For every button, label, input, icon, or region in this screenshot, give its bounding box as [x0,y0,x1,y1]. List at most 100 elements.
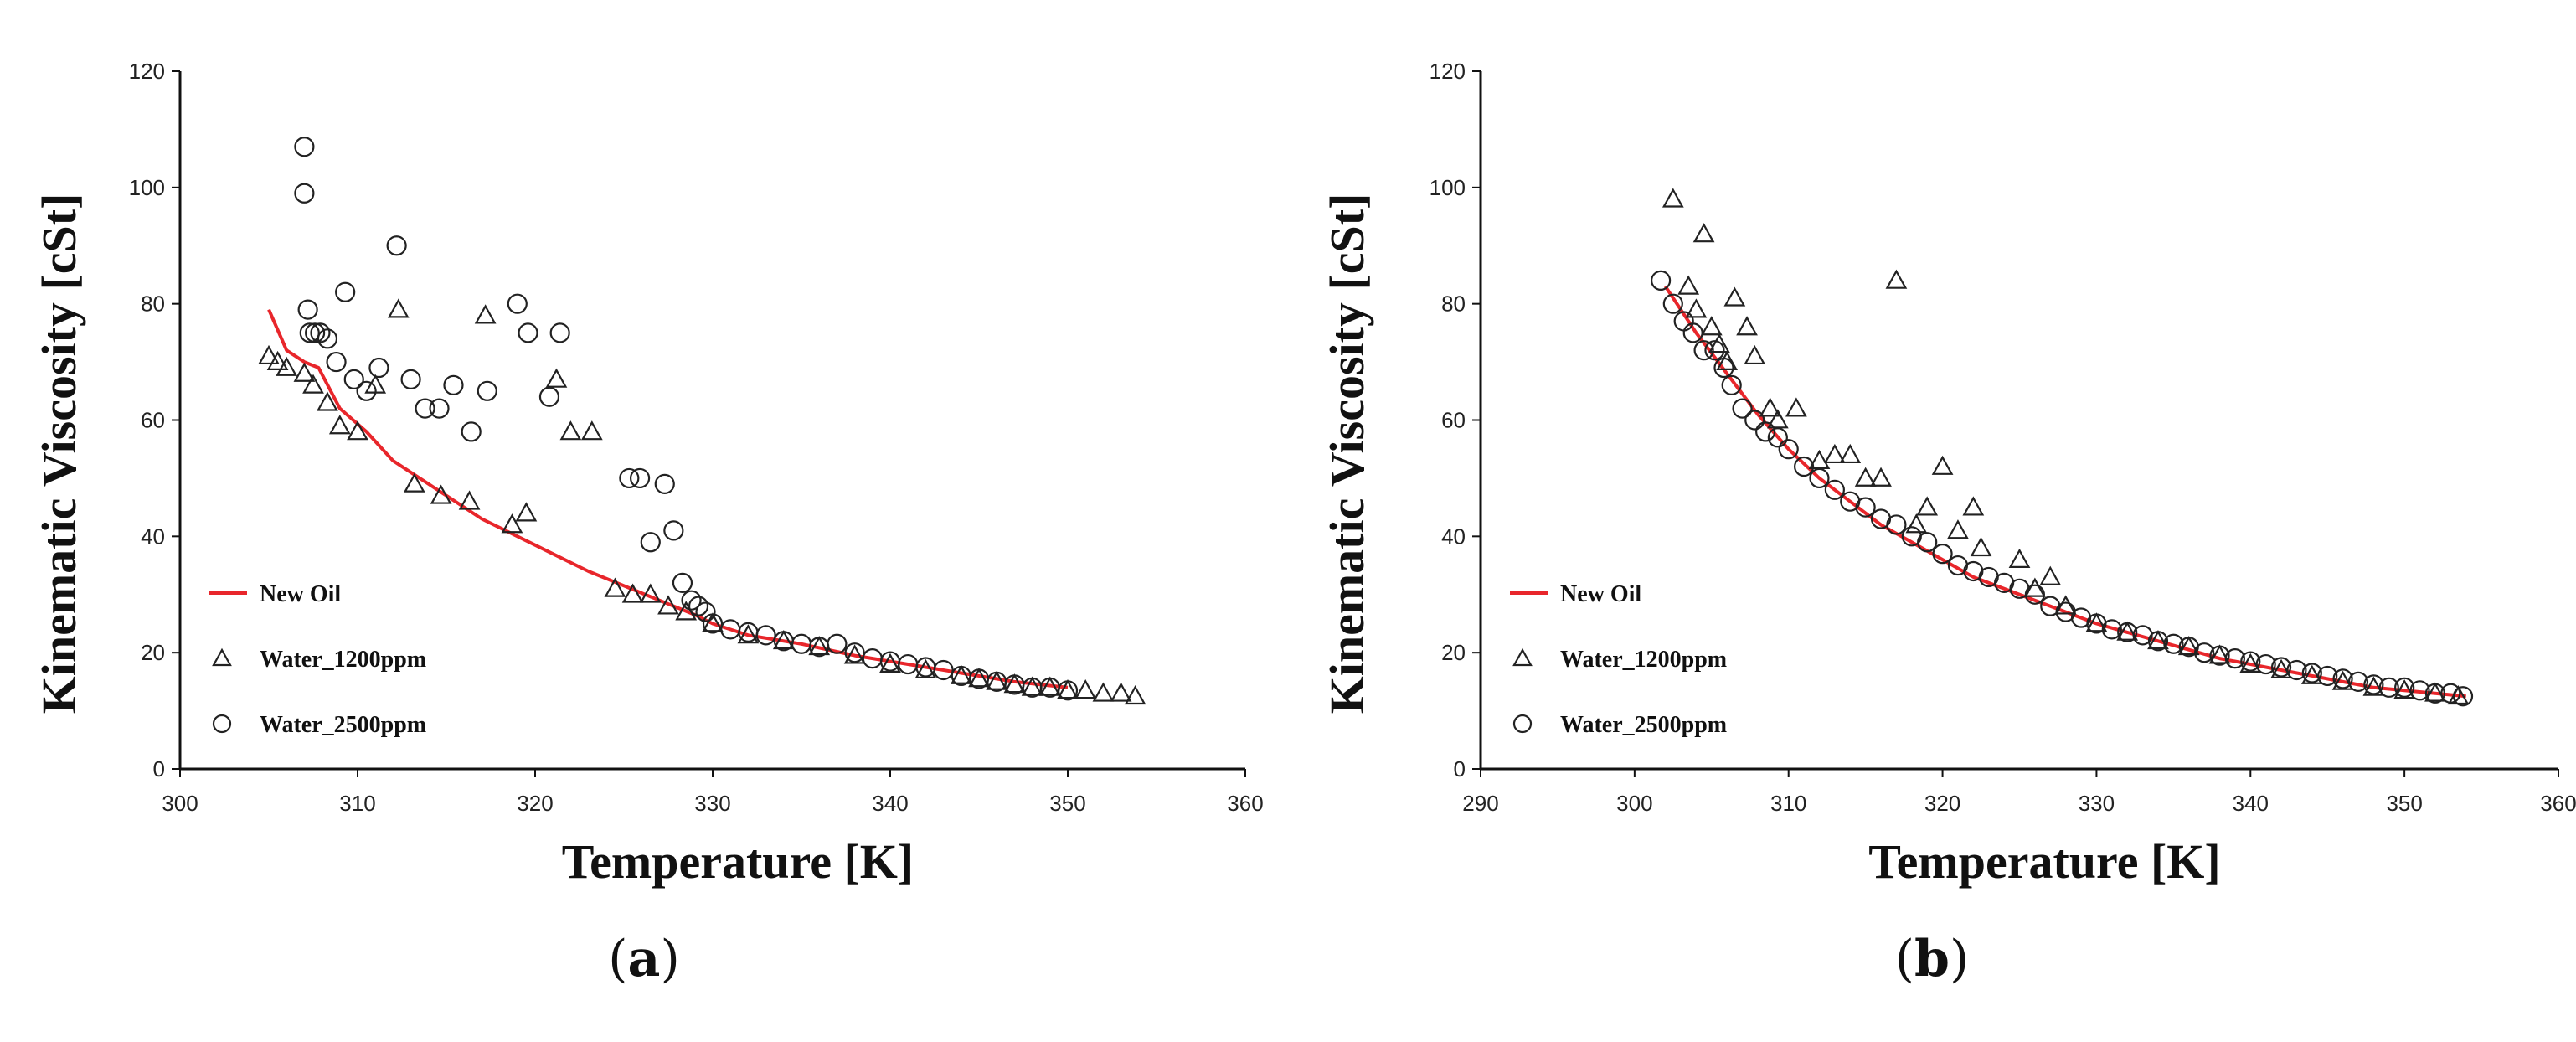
triangle-point [515,502,538,522]
legend-label: Water_1200ppm [260,647,426,673]
caption-b: (b) [1894,930,1970,988]
circle-point [2332,668,2353,689]
circle-point [2394,677,2415,698]
x-axis-title: Temperature [K] [562,834,914,889]
circle-point [549,322,570,343]
circle-point [2209,645,2230,666]
triangle-point [879,653,901,673]
x-tick-label: 350 [2386,791,2422,816]
circle-point [1778,439,1799,460]
circle-point [538,386,560,407]
chart-panel-b: 0 20 40 60 80 100 120 290 300 310 320 330 340 350 360 T… [1288,0,2576,1042]
circle-point [2163,633,2184,654]
y-tick-label: 60 [1441,408,1466,433]
legend-triangle-swatch [1512,647,1533,667]
triangle-point [2039,565,2062,585]
circle-point [702,613,724,634]
circle-point [386,235,407,256]
triangle-point [1744,344,1766,365]
x-tick-label: 330 [2079,791,2115,816]
triangle-point [2331,670,2354,690]
triangle-point [2147,630,2169,650]
triangle-point [545,368,568,388]
circle-point [1767,427,1788,448]
circle-point [681,590,702,611]
triangle-point [604,577,626,597]
x-tick-label: 310 [339,791,375,816]
triangle-point [293,362,316,382]
triangle-point [1074,679,1097,699]
triangle-point [1057,679,1079,699]
circle-point [640,532,661,553]
triangle-point [266,350,289,370]
triangle-point [968,668,990,688]
triangle-point [1839,443,1862,464]
x-tick-label: 290 [1462,791,1498,816]
triangle-point [1916,496,1939,516]
triangle-point [657,595,679,615]
circle-point [619,467,640,489]
circle-point [2301,663,2322,683]
circle-point [2440,683,2461,704]
x-tick-label: 320 [1924,791,1960,816]
x-tick-label: 360 [1227,791,1263,816]
circle-point [1932,544,1953,565]
circle-point [844,642,865,663]
circle-point [429,398,450,419]
y-tick-label: 80 [1441,291,1466,317]
circle-point [294,183,315,204]
circle-point [343,369,364,390]
circle-point [2452,686,2474,707]
triangle-point [1021,676,1043,696]
x-axis-title: Temperature [K] [1868,834,2220,889]
circle-point [461,421,482,442]
legend-circle-swatch [212,714,232,734]
circle-point [368,357,389,379]
legend-label: Water_2500ppm [1560,712,1727,738]
triangle-point [2424,682,2446,702]
circle-point [1917,532,1938,553]
triangle-point [580,420,603,441]
legend-label: Water_1200ppm [1560,647,1727,673]
y-tick-label: 40 [141,524,165,549]
circle-point [663,520,684,541]
triangle-point [302,374,324,394]
legend-triangle-swatch [212,647,232,667]
y-tick-label: 20 [141,640,165,665]
circle-point [477,380,497,401]
triangle-point [639,583,662,603]
triangle-point [808,635,831,656]
circle-point [2255,653,2276,675]
x-tick-label: 300 [162,791,198,816]
triangle-point [1092,682,1115,702]
circle-point [310,322,331,343]
circle-point [305,322,326,343]
triangle-point [1110,682,1132,702]
x-tick-label: 340 [872,791,908,816]
circle-point [2424,683,2446,704]
triangle-point [2116,621,2139,641]
y-tick-label: 20 [1441,640,1466,665]
legend-circle-swatch [1512,714,1533,734]
y-tick-label: 0 [1454,756,1466,782]
circle-point [1057,680,1079,701]
legend-label: Water_2500ppm [260,712,426,738]
circle-point [2286,659,2307,681]
circle-point [507,293,528,314]
triangle-point [621,583,644,603]
circle-point [518,322,538,343]
chart-b: 0 20 40 60 80 100 120 290 300 310 320 330 340 350 360 T… [1320,59,2576,889]
triangle-point [1716,350,1739,370]
chart-panel-a: 0 20 40 60 80 100 120 300 310 320 330 340 350 360 Temp… [32,59,1264,988]
circle-point [443,374,464,395]
y-tick-label: 60 [141,408,165,433]
circle-point [2240,651,2261,672]
triangle-point [559,420,582,441]
triangle-point [2177,635,2200,656]
x-tick-label: 310 [1770,791,1806,816]
x-tick-label: 330 [694,791,730,816]
triangle-point [2362,676,2385,696]
triangle-point [1854,467,1877,487]
triangle-point [986,670,1008,690]
circle-point [1721,374,1742,395]
